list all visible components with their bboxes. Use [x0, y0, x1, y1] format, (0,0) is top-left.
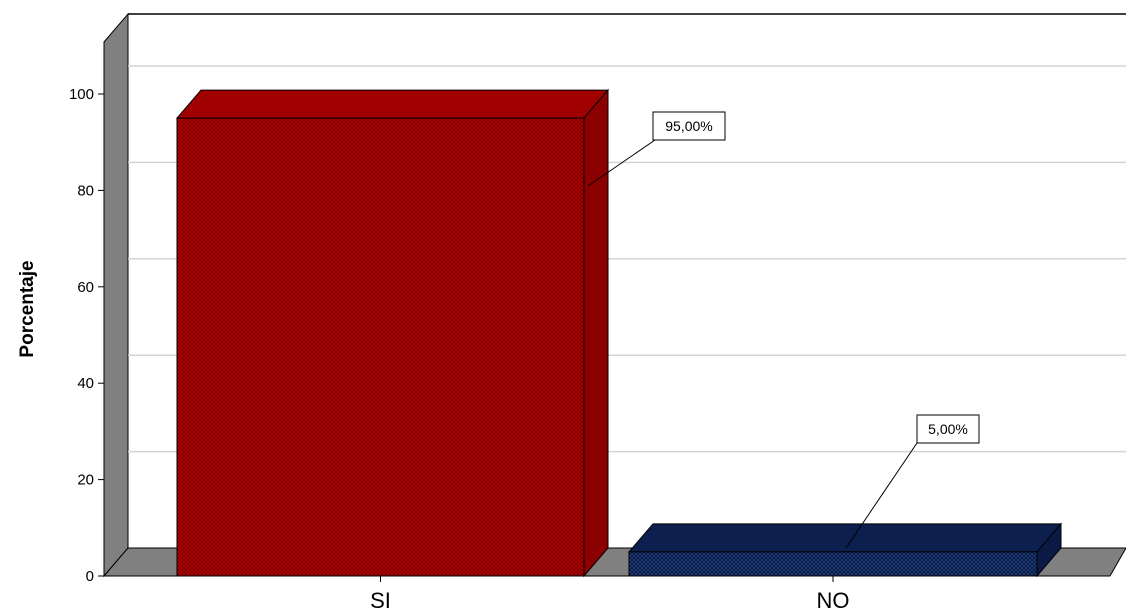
y-tick-label: 0 — [86, 568, 94, 585]
y-tick-label: 60 — [77, 279, 94, 296]
x-axis: SI NO — [370, 576, 850, 613]
bar-side-si — [583, 88, 609, 578]
data-label-leader — [845, 442, 918, 549]
data-label-si: 95,00% — [665, 118, 712, 134]
y-tick-label: 20 — [77, 472, 94, 489]
x-tick-label-si: SI — [370, 588, 391, 613]
y-axis-title: Porcentaje — [17, 260, 38, 357]
data-label-box — [916, 414, 980, 444]
y-tick-label: 100 — [69, 86, 94, 103]
bar-no — [628, 551, 1038, 577]
x-tick-label-no: NO — [817, 588, 850, 613]
side-wall — [103, 12, 129, 578]
data-label-box — [652, 111, 726, 141]
data-label-leader — [587, 139, 656, 187]
y-tick-label: 80 — [77, 182, 94, 199]
bars — [175, 88, 1063, 578]
bar-top-si — [175, 89, 610, 119]
data-label-no: 5,00% — [928, 421, 968, 437]
y-axis: 0 20 40 60 80 100 — [69, 42, 105, 585]
bar-si — [176, 117, 585, 577]
data-labels: 95,00% 5,00% — [587, 111, 980, 549]
y-tick-label: 40 — [77, 375, 94, 392]
bar-top-no — [627, 523, 1063, 553]
